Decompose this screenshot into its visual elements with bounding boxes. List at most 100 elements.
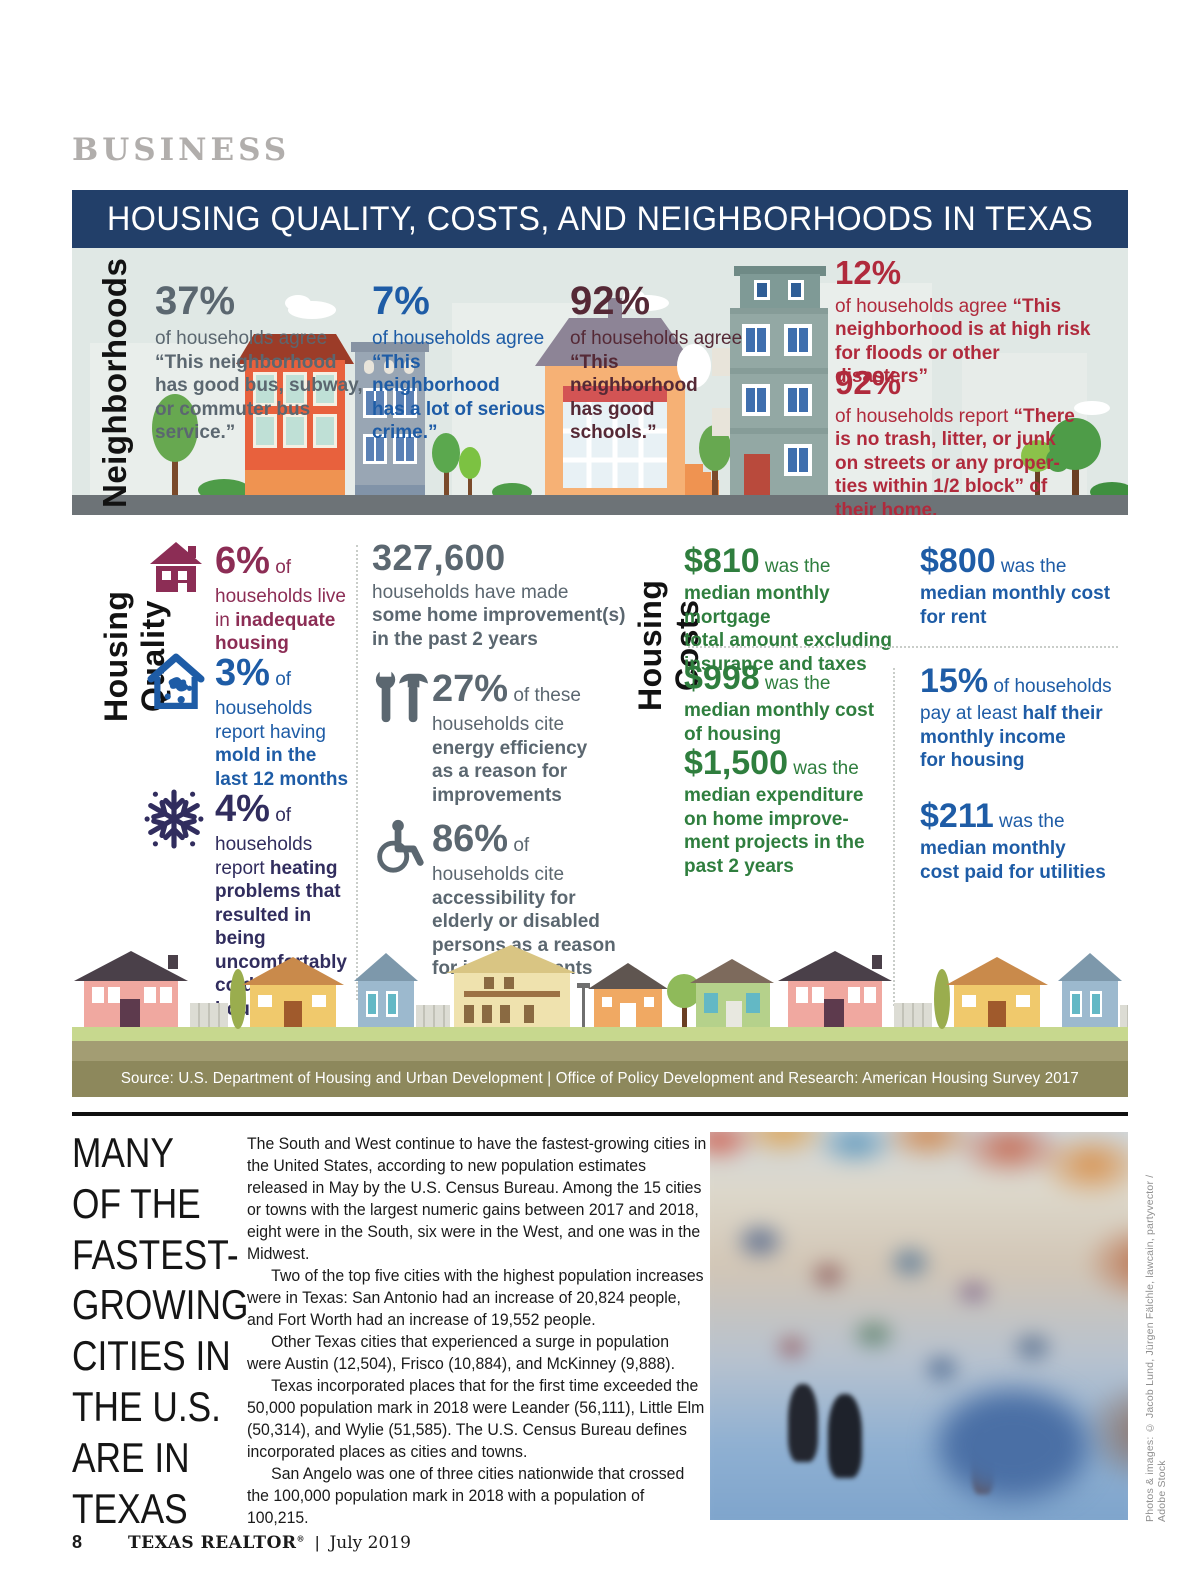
stat-value: 92% <box>570 279 651 323</box>
stat-utilities: $211 was the median monthly cost paid fo… <box>920 795 1125 884</box>
stat-value: 327,600 <box>372 537 506 578</box>
footer-separator: | <box>315 1533 320 1552</box>
stat-text: households report having <box>215 698 326 743</box>
photo-figure <box>938 1390 1088 1500</box>
section-divider-rule <box>72 1112 1128 1116</box>
stat-energy-efficiency: 27% of these households cite energy effi… <box>432 666 642 807</box>
stat-quote: “This neighborhood has good schools.” <box>570 351 698 444</box>
infographic-title-banner: HOUSING QUALITY, COSTS, AND NEIGHBORHOOD… <box>72 190 1128 248</box>
stat-income-share: 15% of households pay at least half thei… <box>920 660 1125 773</box>
page-footer: 8 TEXAS REALTOR® | July 2019 <box>72 1532 411 1553</box>
stat-bold: mold in the last 12 months <box>215 745 349 790</box>
stat-bold: inadequate housing <box>215 609 336 655</box>
photo-credit: Photos & images: © Jacob Lund, Jürgen Fä… <box>1144 1174 1168 1522</box>
stat-value: $211 <box>920 797 994 835</box>
stat-flood-risk: 12% of households agree “This neighborho… <box>835 254 1095 389</box>
stat-value: 7% <box>372 279 430 323</box>
stat-lead: of households agree <box>835 295 1013 317</box>
stat-home-improvements: 327,600 households have made some home i… <box>372 536 642 651</box>
crowd-photo <box>710 1132 1128 1520</box>
stat-mid: of these <box>508 685 581 706</box>
stat-bold: some home improvement(s) in the past 2 y… <box>372 605 626 650</box>
stat-value: 4% <box>215 788 270 830</box>
house-icon <box>150 542 202 592</box>
tools-icon <box>375 668 429 723</box>
registered-mark: ® <box>296 1533 306 1544</box>
stat-crime: 7% of households agree “This neighborhoo… <box>372 280 552 445</box>
snowflake-icon <box>143 788 205 850</box>
paragraph: The South and West continue to have the … <box>247 1134 707 1263</box>
issue-date: July 2019 <box>329 1533 411 1553</box>
mold-house-icon <box>147 653 205 709</box>
stat-value: $998 <box>684 659 760 697</box>
stat-lead: of households agree <box>372 328 545 349</box>
stat-bold: median monthly mortgage total amount exc… <box>684 583 892 675</box>
stat-schools: 92% of households agree “This neighborho… <box>570 280 745 445</box>
section-kicker: BUSINESS <box>72 132 291 168</box>
source-text: Source: U.S. Department of Housing and U… <box>120 1070 1080 1087</box>
source-bar: Source: U.S. Department of Housing and U… <box>72 1061 1128 1097</box>
stat-bold: heating problems that resulted in being … <box>215 857 347 1044</box>
stat-housing-cost: $998 was the median monthly cost of hous… <box>684 657 894 746</box>
stat-mid: was the <box>995 556 1067 577</box>
stat-value: $1,500 <box>684 744 788 782</box>
stat-inadequate-housing: 6% of households live in inadequate hous… <box>215 538 360 656</box>
neighborhoods-strip: Neighborhoods 37% of households agree “T… <box>72 248 1128 515</box>
stat-value: $800 <box>920 542 996 580</box>
stat-text: of households report “There is no trash,… <box>835 405 1095 515</box>
stat-value: 27% <box>432 668 509 710</box>
stat-mid: of households <box>988 676 1112 697</box>
infographic-title: HOUSING QUALITY, COSTS, AND NEIGHBORHOOD… <box>106 199 1094 238</box>
stat-bold: energy efficiency as a reason for improv… <box>432 737 588 806</box>
houses-illustration <box>72 944 1128 1061</box>
stat-quote: “This neighborhood has a lot of serious … <box>372 351 546 444</box>
stat-text: households report <box>215 834 313 879</box>
stat-bold: median monthly cost paid for utilities <box>920 838 1106 883</box>
stat-text: households cite <box>432 714 565 736</box>
stat-lead: of households report <box>835 405 1014 427</box>
brand-text: TEXAS REALTOR <box>128 1533 297 1553</box>
stat-lead: of households agree <box>570 328 743 349</box>
page-number: 8 <box>72 1532 83 1552</box>
stat-no-litter: 92% of households report “There is no tr… <box>835 364 1095 515</box>
paragraph: Other Texas cities that experienced a su… <box>247 1332 675 1373</box>
stat-mid: was the <box>759 556 831 577</box>
stat-mid: of <box>269 669 292 690</box>
paragraph: Two of the top five cities with the high… <box>247 1266 704 1329</box>
stat-value: 3% <box>215 652 270 694</box>
stat-improvement-expenditure: $1,500 was the median expenditure on hom… <box>684 742 894 878</box>
stat-value: $810 <box>684 542 760 580</box>
stat-mid: of <box>269 805 292 826</box>
stat-value: 37% <box>155 279 236 323</box>
stat-text: households live in <box>215 586 346 631</box>
stat-value: 86% <box>432 818 509 860</box>
divider-dotted-vertical-left <box>356 545 358 1000</box>
photo-figure <box>788 1384 818 1462</box>
stat-text: pay at least <box>920 703 1018 725</box>
article-headline: MANY OF THE FASTEST- GROWING CITIES IN T… <box>72 1129 249 1532</box>
stat-mid: of <box>269 557 292 578</box>
stat-bold: median expenditure on home improve- ment… <box>684 785 865 877</box>
stat-heating: 4% of households report heating problems… <box>215 786 365 1045</box>
stat-rent: $800 was the median monthly cost for ren… <box>920 540 1125 629</box>
stat-mold: 3% of households report having mold in t… <box>215 650 365 791</box>
stat-value: 12% <box>835 254 902 291</box>
stat-bold: half their monthly income for housing <box>920 703 1103 772</box>
paragraph: San Angelo was one of three cities natio… <box>247 1464 685 1527</box>
article-body: The South and West continue to have the … <box>247 1133 706 1529</box>
stat-mid: was the <box>788 758 859 779</box>
stat-text: of households agree “This neighborhood i… <box>835 295 1095 389</box>
stat-text: households have made <box>372 581 569 603</box>
divider-dotted-vertical-right <box>893 668 895 1006</box>
stat-quote: “This neighborhood has good bus, subway,… <box>155 351 363 444</box>
magazine-brand: TEXAS REALTOR® <box>128 1533 305 1553</box>
stat-bold: median monthly cost for rent <box>920 583 1111 628</box>
stat-value: 15% <box>920 662 989 700</box>
stat-transit: 37% of households agree “This neighborho… <box>155 280 365 445</box>
neighborhoods-label: Neighborhoods <box>96 257 133 508</box>
stat-mid: of <box>508 835 530 856</box>
stat-mid: was the <box>993 811 1065 832</box>
stat-value: 92% <box>835 364 902 401</box>
wheelchair-icon <box>377 819 424 873</box>
